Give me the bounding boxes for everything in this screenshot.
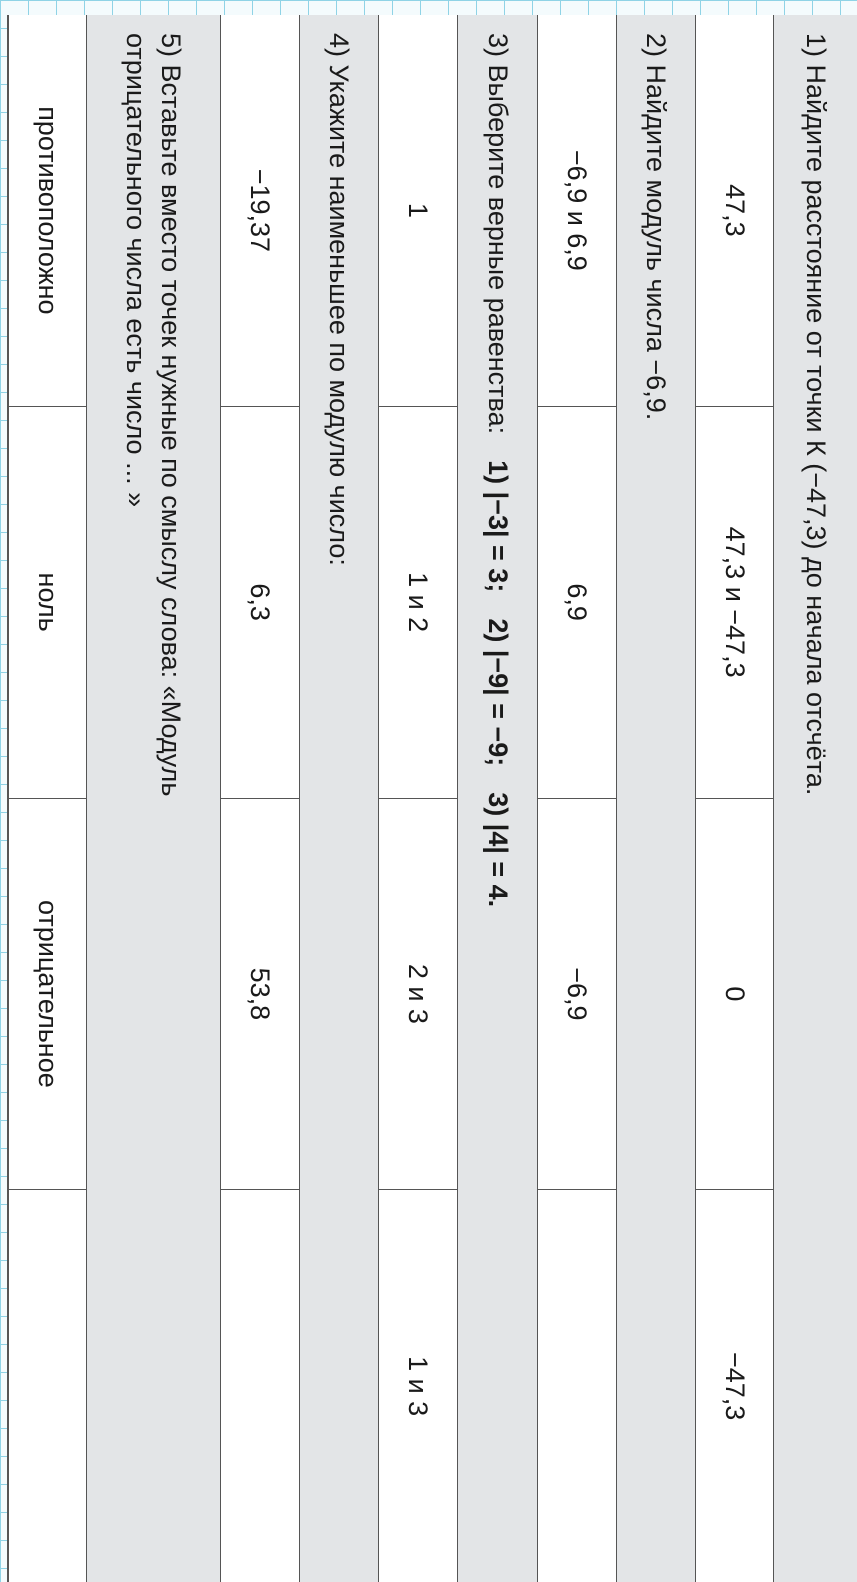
question-text: 4) Укажите наименьшее по модулю число: bbox=[324, 33, 355, 566]
question-text: 1) Найдите расстояние от точки К (−47,3)… bbox=[801, 33, 831, 796]
answer-option[interactable]: −47,3 bbox=[720, 1351, 750, 1421]
question-text-line-1: 5) Вставьте вместо точек нужные по смысл… bbox=[156, 33, 187, 797]
question-text-line-2: отрицательного числа есть число ... » bbox=[121, 33, 152, 508]
question-text: 2) Найдите модуль числа −6,9. bbox=[641, 33, 672, 421]
answer-option[interactable]: 6,9 bbox=[538, 406, 616, 799]
answer-option[interactable]: 1 и 3 bbox=[403, 1356, 434, 1417]
question-2: 2) Найдите модуль числа −6,9. bbox=[616, 15, 695, 1582]
answer-option[interactable]: противоположно bbox=[9, 15, 86, 407]
answer-option[interactable]: 47,3 и −47,3 bbox=[696, 406, 773, 799]
answer-option[interactable]: −6,9 bbox=[538, 798, 616, 1191]
answer-option[interactable]: 47,3 bbox=[696, 15, 773, 407]
answer-option[interactable] bbox=[9, 1190, 86, 1582]
answer-option[interactable]: 2 и 3 bbox=[379, 798, 457, 1191]
question-4: 4) Укажите наименьшее по модулю число: bbox=[299, 15, 378, 1582]
answer-option[interactable]: 1 bbox=[379, 15, 457, 407]
answer-option[interactable] bbox=[221, 1190, 299, 1582]
answer-option[interactable]: отрицательное bbox=[9, 798, 86, 1191]
answer-option[interactable]: 1 и 2 bbox=[379, 406, 457, 799]
answers-3: 1 1 и 2 2 и 3 1 и 3 bbox=[378, 15, 457, 1582]
answers-1: 47,3 47,3 и −47,3 0 −47,3 bbox=[695, 15, 773, 1582]
question-1: 1) Найдите расстояние от точки К (−47,3)… bbox=[773, 15, 857, 1582]
answers-2: −6,9 и 6,9 6,9 −6,9 bbox=[537, 15, 616, 1582]
question-3: 3) Выберите верные равенства: 1) |−3| = … bbox=[457, 15, 537, 1582]
answer-option[interactable]: 0 bbox=[696, 798, 773, 1191]
quiz-table: 1) Найдите расстояние от точки К (−47,3)… bbox=[7, 15, 857, 1582]
answer-option[interactable]: −19,37 bbox=[221, 15, 299, 407]
answers-5: противоположно ноль отрицательное bbox=[8, 15, 86, 1582]
question-5: 5) Вставьте вместо точек нужные по смысл… bbox=[86, 15, 220, 1582]
equality-1: 1) |−3| = 3; bbox=[483, 460, 513, 593]
answer-option[interactable] bbox=[538, 1190, 616, 1582]
answer-option[interactable]: 53,8 bbox=[221, 798, 299, 1191]
equality-3: 3) |4| = 4. bbox=[483, 792, 513, 908]
answers-4: −19,37 6,3 53,8 bbox=[220, 15, 299, 1582]
question-text: 3) Выберите верные равенства: bbox=[483, 33, 513, 435]
answer-option[interactable]: ноль bbox=[9, 406, 86, 799]
answer-option[interactable]: 6,3 bbox=[221, 406, 299, 799]
equality-2: 2) |−9| = −9; bbox=[483, 618, 513, 767]
answer-option[interactable]: −6,9 и 6,9 bbox=[538, 15, 616, 407]
